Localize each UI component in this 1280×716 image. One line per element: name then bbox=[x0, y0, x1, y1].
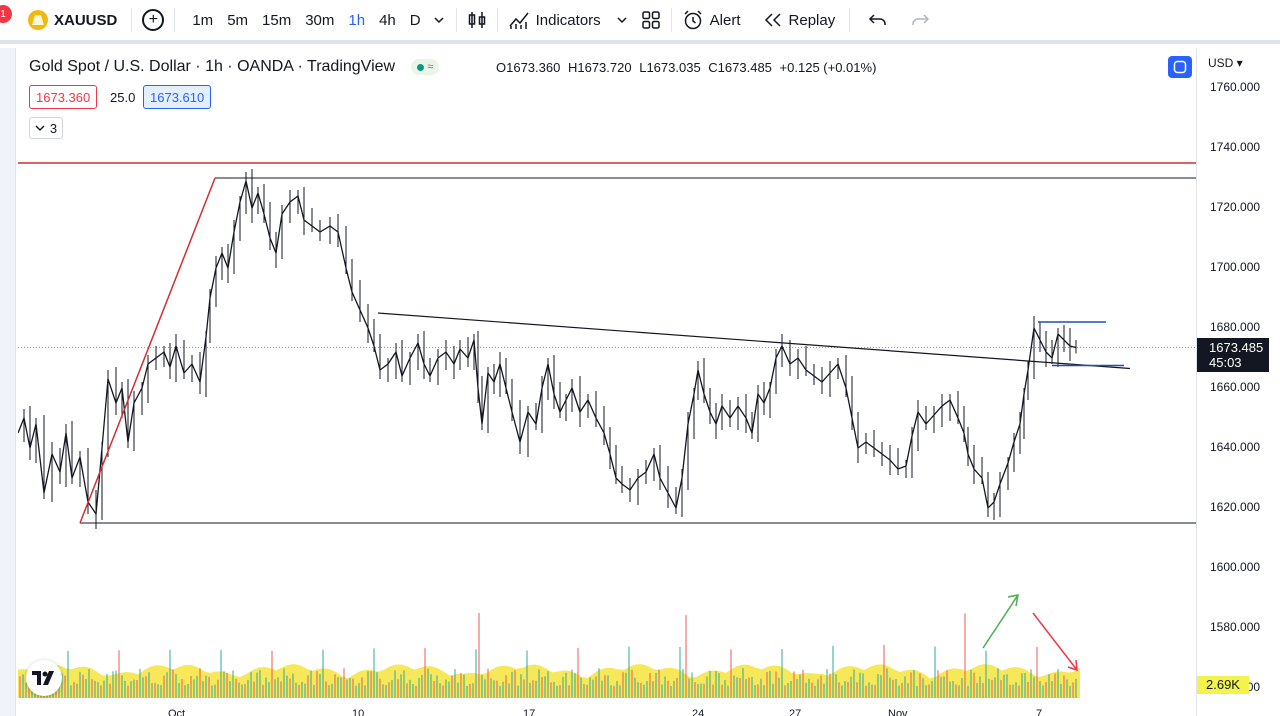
divider bbox=[131, 8, 133, 32]
timeframe-1m[interactable]: 1m bbox=[192, 11, 214, 29]
indicators-collapse-button[interactable]: 3 bbox=[29, 117, 63, 139]
timeframe-5m[interactable]: 5m bbox=[227, 11, 249, 29]
auto-scale-button[interactable] bbox=[1168, 56, 1192, 78]
uptrend-line bbox=[79, 177, 216, 524]
price-tick-label: 1740.000 bbox=[1210, 140, 1261, 154]
volume-ma-area bbox=[18, 664, 1080, 698]
time-axis-label: 24 bbox=[692, 708, 705, 716]
grid-layout-icon bbox=[641, 11, 660, 29]
time-axis-label: Nov bbox=[888, 708, 908, 716]
timeframe-1h[interactable]: 1h bbox=[348, 11, 366, 29]
chevron-down-icon bbox=[434, 17, 444, 24]
price-tick-label: 1760.000 bbox=[1210, 80, 1261, 94]
redo-button[interactable] bbox=[910, 0, 930, 40]
divider bbox=[174, 8, 176, 32]
high-value: H1673.720 bbox=[567, 60, 632, 75]
chart-legend: Gold Spot / U.S. Dollar · 1h · OANDA · T… bbox=[29, 58, 440, 76]
divider bbox=[496, 8, 498, 32]
alarm-clock-icon bbox=[684, 10, 702, 30]
currency-label: USD bbox=[1208, 56, 1234, 70]
timeframe-dropdown[interactable] bbox=[432, 0, 446, 40]
redo-icon bbox=[912, 14, 930, 25]
low-value: L1673.035 bbox=[639, 60, 701, 75]
spread-value: 25.0 bbox=[110, 89, 136, 105]
timeframe-D[interactable]: D bbox=[409, 11, 421, 29]
candles-icon bbox=[468, 12, 485, 28]
price-tick-label: 1660.000 bbox=[1210, 380, 1261, 394]
price-chart[interactable] bbox=[18, 48, 1196, 716]
scale-icon bbox=[1173, 60, 1187, 74]
indicators-button[interactable]: Indicators bbox=[508, 0, 629, 40]
ohlc-values: O1673.360 H1673.720 L1673.035 C1673.485 … bbox=[496, 60, 880, 75]
time-axis-label: 27 bbox=[789, 708, 802, 716]
timeframe-30m[interactable]: 30m bbox=[305, 11, 335, 29]
indicators-icon bbox=[509, 12, 529, 29]
price-tick-label: 1720.000 bbox=[1210, 200, 1261, 214]
buy-button[interactable]: 1673.610 bbox=[143, 85, 212, 109]
compare-add-button[interactable]: + bbox=[142, 0, 165, 40]
replay-label: Replay bbox=[788, 11, 836, 29]
timeframe-list: 1m 5m 15m 30m 1h 4h D bbox=[185, 0, 427, 40]
symbol-search[interactable]: XAUUSD bbox=[28, 0, 117, 40]
price-tick-label: 1680.000 bbox=[1210, 320, 1261, 334]
indicators-label: Indicators bbox=[535, 11, 601, 29]
volume-tag: 2.69K bbox=[1197, 676, 1249, 694]
close-value: C1673.485 bbox=[708, 60, 772, 75]
time-axis-label: 10 bbox=[352, 708, 365, 716]
tradingview-logo[interactable] bbox=[26, 660, 62, 696]
time-axis-label: 7 bbox=[1036, 708, 1043, 716]
timeframe-15m[interactable]: 15m bbox=[262, 11, 292, 29]
market-open-dot-icon bbox=[416, 63, 424, 71]
timeframe-4h[interactable]: 4h bbox=[379, 11, 396, 29]
last-price: 1673.485 bbox=[1209, 340, 1264, 355]
notification-badge[interactable]: 1 bbox=[0, 5, 12, 23]
rewind-icon bbox=[764, 13, 781, 27]
indicator-count: 3 bbox=[49, 120, 58, 136]
undo-icon bbox=[869, 14, 886, 25]
drawing-toolbar-edge bbox=[0, 48, 16, 716]
market-status[interactable]: ≈ bbox=[411, 59, 440, 75]
tv-logo-icon bbox=[32, 671, 54, 685]
price-tick-label: 1640.000 bbox=[1210, 440, 1261, 454]
undo-button[interactable] bbox=[868, 0, 888, 40]
alert-button[interactable]: Alert bbox=[682, 0, 741, 40]
divider bbox=[849, 8, 851, 32]
alert-label: Alert bbox=[709, 11, 741, 29]
divider bbox=[455, 8, 457, 32]
price-tick-label: 1700.000 bbox=[1210, 260, 1261, 274]
top-toolbar: 1 XAUUSD + 1m 5m 15m 30m 1h 4h D Indicators Al… bbox=[0, 0, 1280, 44]
last-price-tag: 1673.485 45:03 bbox=[1197, 338, 1269, 372]
change-value: +0.125 (+0.01%) bbox=[779, 60, 877, 75]
replay-button[interactable]: Replay bbox=[763, 0, 836, 40]
layout-button[interactable] bbox=[641, 0, 661, 40]
time-axis-label: 17 bbox=[523, 708, 536, 716]
chevron-down-icon bbox=[617, 17, 627, 24]
symbol-label: XAUUSD bbox=[54, 11, 118, 29]
price-axis[interactable] bbox=[1196, 48, 1280, 716]
divider bbox=[670, 8, 672, 32]
wave-icon: ≈ bbox=[427, 61, 434, 73]
price-tick-label: 1580.000 bbox=[1210, 620, 1261, 634]
currency-selector[interactable]: USD ▾ bbox=[1208, 56, 1243, 70]
gold-symbol-icon bbox=[28, 10, 48, 30]
time-axis-label: Oct bbox=[168, 708, 186, 716]
chart-type-button[interactable] bbox=[467, 0, 487, 40]
chevron-down-icon bbox=[35, 125, 45, 131]
plus-icon: + bbox=[142, 9, 165, 31]
volume-fall-arrow bbox=[1032, 612, 1078, 672]
volume-rise-arrow bbox=[982, 594, 1019, 649]
price-tick-label: 1620.000 bbox=[1210, 500, 1261, 514]
symbol-title[interactable]: Gold Spot / U.S. Dollar · 1h · OANDA · T… bbox=[29, 58, 396, 75]
descending-trend-line bbox=[377, 312, 1131, 370]
sell-button[interactable]: 1673.360 bbox=[29, 85, 98, 109]
open-value: O1673.360 bbox=[496, 60, 561, 75]
bar-countdown: 45:03 bbox=[1209, 355, 1242, 370]
price-tick-label: 1600.000 bbox=[1210, 560, 1261, 574]
